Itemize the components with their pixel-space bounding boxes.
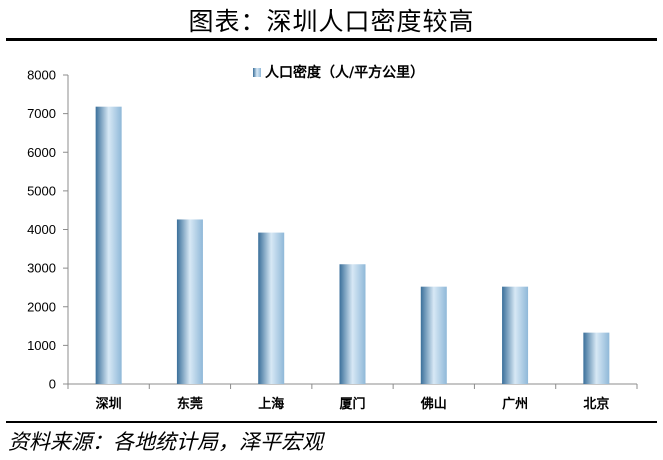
x-tick-label: 上海 <box>258 396 284 412</box>
bar-广州 <box>502 286 529 384</box>
bar-厦门 <box>339 264 366 384</box>
bar-佛山 <box>420 286 447 384</box>
bars <box>95 106 610 385</box>
x-tick-label: 东莞 <box>177 396 203 412</box>
bar-深圳 <box>95 106 122 385</box>
y-tick-label: 3000 <box>27 261 56 276</box>
legend-swatch <box>253 68 261 77</box>
title-divider <box>6 38 657 41</box>
bar-chart: 0 1000 2000 3000 4000 5000 6000 7000 8000 深圳 东莞 上海… <box>27 64 638 412</box>
x-tick-label: 北京 <box>583 396 609 412</box>
x-tick-label: 厦门 <box>339 396 365 412</box>
bar-上海 <box>258 232 285 384</box>
y-tick-label: 5000 <box>27 183 56 198</box>
x-tick-label: 深圳 <box>96 396 122 412</box>
y-tick-label: 2000 <box>27 299 56 314</box>
y-tick-label: 0 <box>49 377 56 392</box>
source-note: 资料来源：各地统计局，泽平宏观 <box>8 430 323 454</box>
y-axis: 0 1000 2000 3000 4000 5000 6000 7000 8000 <box>27 68 69 392</box>
x-tick-label: 广州 <box>502 396 528 412</box>
page-title: 图表：深圳人口密度较高 <box>188 7 475 36</box>
x-axis: 深圳 东莞 上海 厦门 佛山 广州 北京 <box>67 383 638 412</box>
y-tick-label: 7000 <box>27 106 56 121</box>
y-tick-label: 1000 <box>27 338 56 353</box>
legend-label: 人口密度（人/平方公里） <box>265 64 424 81</box>
x-tick-label: 佛山 <box>420 396 447 412</box>
y-tick-label: 6000 <box>27 145 56 160</box>
bar-东莞 <box>176 219 203 384</box>
bar-北京 <box>583 332 610 384</box>
legend: 人口密度（人/平方公里） <box>253 64 424 81</box>
y-tick-label: 4000 <box>27 222 56 237</box>
footer-divider <box>6 421 657 423</box>
y-tick-label: 8000 <box>27 68 56 83</box>
